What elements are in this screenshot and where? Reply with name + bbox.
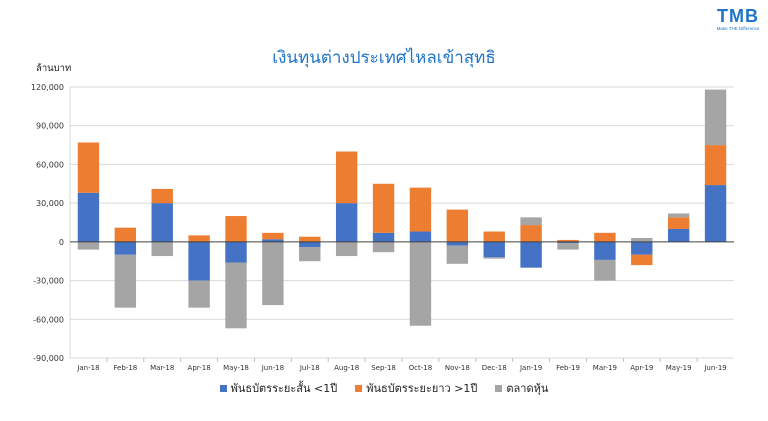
- bar-segment-series-1: [520, 225, 542, 242]
- y-tick-label: -30,000: [33, 277, 64, 286]
- x-tick-label: Aug-18: [334, 364, 359, 372]
- bar-segment-series-1: [557, 239, 579, 242]
- x-tick-label: Jan-18: [76, 364, 99, 372]
- x-tick-label: Jan-19: [519, 364, 542, 372]
- bar-segment-series-0: [704, 185, 727, 242]
- x-tick-label: Jun-19: [703, 364, 726, 372]
- bar-segment-series-1: [151, 188, 173, 204]
- bar-segment-series-1: [262, 232, 284, 240]
- bar-segment-series-2: [557, 243, 579, 250]
- y-axis-label: ล้านบาท: [36, 63, 72, 74]
- x-tick-label: May-19: [666, 364, 692, 372]
- bar-segment-series-2: [483, 257, 505, 259]
- bar-segment-series-0: [114, 241, 137, 255]
- bar-segment-series-2: [409, 241, 432, 326]
- chart-title: เงินทุนต่างประเทศไหลเข้าสุทธิ: [272, 48, 496, 68]
- x-tick-label: Jul-18: [299, 364, 320, 372]
- bar-segment-series-1: [335, 151, 358, 204]
- x-tick-label: Apr-19: [630, 364, 653, 372]
- bar-segment-series-2: [594, 259, 616, 281]
- bar-segment-series-0: [557, 241, 579, 244]
- bar-segment-series-0: [299, 241, 321, 248]
- bar-segment-series-2: [299, 247, 321, 262]
- chart-legend: พันธบัตรระยะสั้น <1ปี พันธบัตรระยะยาว >1…: [0, 379, 768, 397]
- bar-segment-series-1: [409, 187, 432, 232]
- bar-segment-series-1: [704, 145, 727, 186]
- bar-segment-series-2: [667, 213, 690, 218]
- bar-segment-series-0: [151, 203, 173, 242]
- legend-swatch-short-bond: [219, 384, 227, 392]
- y-tick-label: -60,000: [33, 315, 64, 324]
- bar-segment-series-1: [114, 227, 137, 242]
- legend-item-stock-market: ตลาดหุ้น: [495, 379, 548, 397]
- legend-label-stock-market: ตลาดหุ้น: [506, 382, 549, 395]
- tmb-logo: TMB Make THE Difference: [712, 6, 764, 32]
- x-tick-label: Nov-18: [445, 364, 470, 372]
- x-tick-label: Oct-18: [409, 364, 433, 372]
- bar-segment-series-2: [262, 241, 284, 306]
- x-tick-label: Feb-18: [113, 364, 137, 372]
- bar-segment-series-1: [483, 231, 505, 242]
- bar-segment-series-0: [409, 231, 432, 242]
- bar-segment-series-0: [335, 203, 358, 242]
- x-tick-label: Jun-18: [261, 364, 284, 372]
- legend-item-short-bond: พันธบัตรระยะสั้น <1ปี: [219, 379, 338, 397]
- bar-segment-series-1: [188, 235, 210, 242]
- bar-segment-series-0: [483, 241, 505, 258]
- bar-segment-series-1: [631, 254, 653, 266]
- bar-segment-series-2: [446, 245, 469, 264]
- bar-segment-series-2: [704, 89, 727, 146]
- bar-segment-series-1: [299, 236, 321, 242]
- bar-segment-series-2: [151, 241, 173, 257]
- bar-segment-series-1: [446, 209, 469, 242]
- logo-tagline: Make THE Difference: [716, 26, 760, 31]
- x-tick-label: Mar-19: [593, 364, 617, 372]
- bar-segment-series-2: [77, 241, 100, 250]
- bar-segment-series-0: [446, 241, 469, 246]
- bar-segment-series-2: [114, 254, 137, 308]
- bar-segment-series-0: [594, 241, 616, 260]
- bar-segment-series-2: [520, 217, 542, 226]
- x-tick-label: Sep-18: [371, 364, 396, 372]
- legend-item-long-bond: พันธบัตรระยะยาว >1ปี: [355, 379, 477, 397]
- bar-segment-series-2: [188, 280, 210, 308]
- bar-segment-series-2: [335, 241, 358, 257]
- legend-label-long-bond: พันธบัตรระยะยาว >1ปี: [366, 382, 478, 395]
- bar-segment-series-2: [225, 262, 247, 329]
- bar-segment-series-0: [520, 241, 542, 268]
- x-tick-label: Apr-18: [188, 364, 211, 372]
- bar-segment-series-0: [188, 241, 210, 281]
- y-tick-label: 60,000: [36, 160, 64, 169]
- y-tick-label: -90,000: [33, 354, 64, 363]
- bar-segment-series-1: [372, 183, 395, 233]
- x-tick-label: Dec-18: [482, 364, 507, 372]
- legend-swatch-long-bond: [355, 384, 363, 392]
- x-tick-label: Feb-19: [556, 364, 580, 372]
- bar-segment-series-1: [77, 142, 100, 193]
- bar-segment-series-1: [667, 217, 690, 229]
- logo-text: TMB: [717, 6, 759, 26]
- y-tick-label: 30,000: [36, 199, 64, 208]
- bar-segment-series-1: [225, 216, 247, 242]
- y-tick-label: 120,000: [31, 83, 64, 92]
- bar-segment-series-2: [631, 237, 653, 242]
- y-tick-label: 0: [59, 238, 64, 247]
- bar-segment-series-0: [225, 241, 247, 263]
- legend-swatch-stock-market: [495, 384, 503, 392]
- x-tick-label: May-18: [223, 364, 249, 372]
- legend-label-short-bond: พันธบัตรระยะสั้น <1ปี: [230, 382, 338, 395]
- bar-segment-series-0: [262, 239, 284, 242]
- bar-segment-series-0: [631, 241, 653, 255]
- bar-segment-series-0: [667, 228, 690, 242]
- bar-segment-series-1: [594, 232, 616, 242]
- y-tick-label: 90,000: [36, 122, 64, 131]
- x-tick-label: Mar-18: [150, 364, 174, 372]
- bar-segment-series-2: [372, 241, 395, 253]
- bar-segment-series-0: [372, 232, 395, 242]
- bar-segment-series-0: [77, 192, 100, 242]
